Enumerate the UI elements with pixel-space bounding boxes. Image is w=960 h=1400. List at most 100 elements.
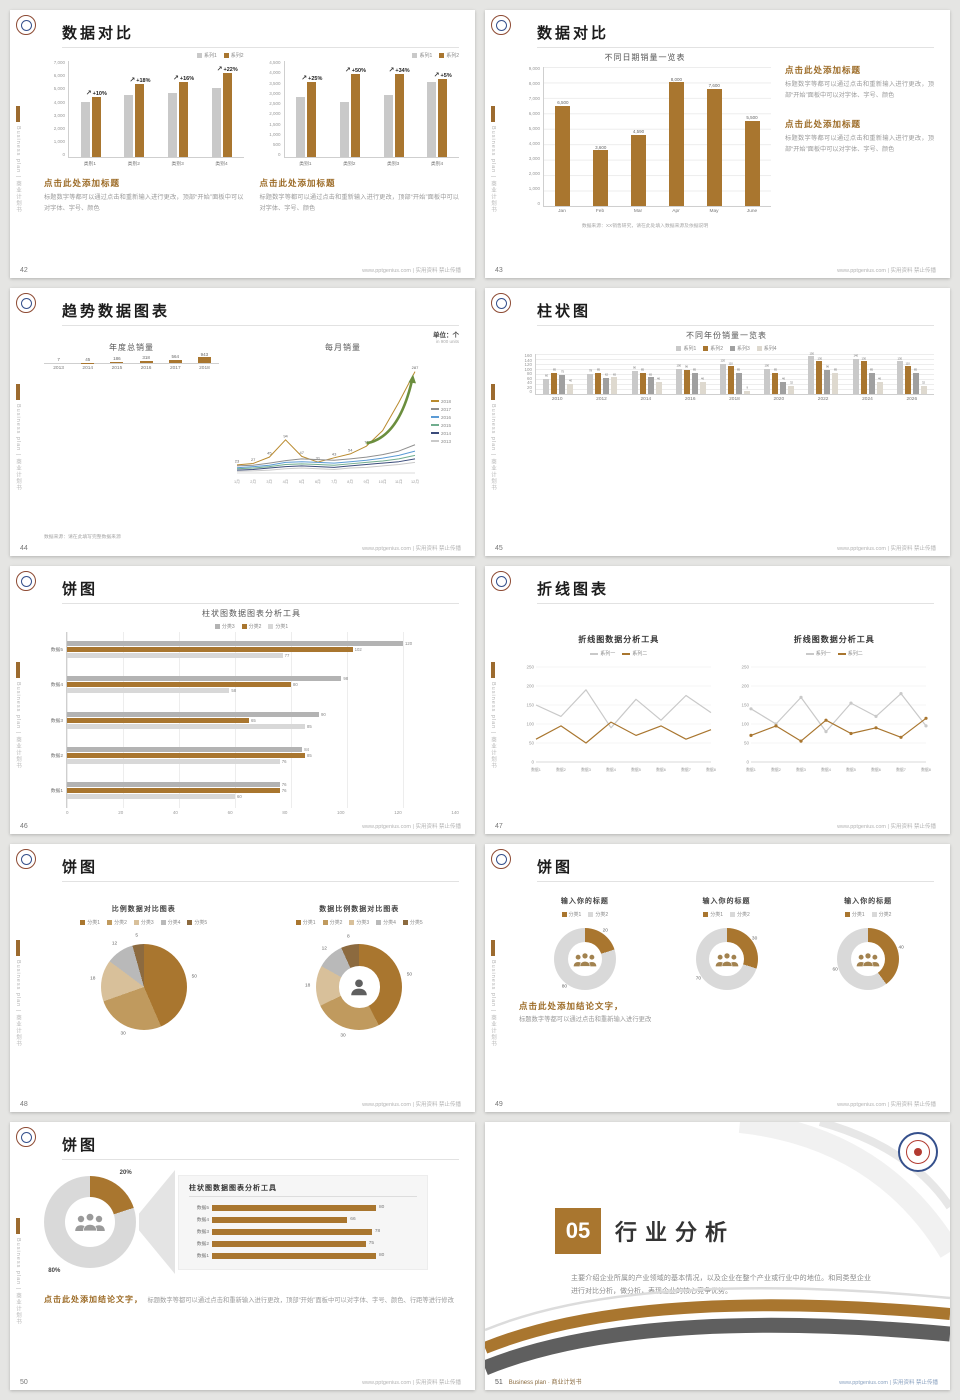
slide-45[interactable]: Business plan | 商业计划书 柱状图 不同年份销量一览表 系列1 系… bbox=[485, 288, 950, 556]
x-tick-label: Apr bbox=[672, 209, 680, 214]
bar bbox=[168, 92, 178, 157]
series-line bbox=[236, 458, 416, 471]
row-labels: 数据5 数据4 数据3 数据2 数据1 bbox=[44, 632, 66, 808]
bar-group: 100 85 46 32 bbox=[757, 354, 801, 394]
chart-legend: 分类1 分类2 bbox=[703, 911, 750, 918]
row-label: 数据2 bbox=[196, 1242, 209, 1247]
x-tick-label: 类别1 bbox=[83, 162, 97, 167]
sidebar-accent-chip bbox=[491, 662, 495, 678]
legend-item: 2015 bbox=[431, 423, 451, 428]
bar bbox=[222, 73, 232, 157]
chart-legend: 系列一 系列二 bbox=[805, 650, 863, 657]
bar-wrap: 85 bbox=[735, 354, 742, 394]
slice-label: 30 bbox=[751, 936, 758, 942]
bar bbox=[639, 372, 646, 394]
bar-row: 数据3 78 bbox=[189, 1226, 417, 1238]
bar bbox=[67, 787, 280, 793]
footer-brand: www.pptgenius.com | 实用资料 禁止传播 bbox=[837, 268, 936, 274]
bar-value-label: 96 bbox=[685, 365, 689, 369]
chart-legend: 系列1 系列2 系列3 系列4 bbox=[519, 345, 934, 352]
bar-wrap: 7,600 bbox=[706, 67, 722, 206]
decorative-swoosh-top bbox=[738, 1122, 950, 1258]
people-group-icon bbox=[856, 952, 880, 967]
slide-47[interactable]: Business plan | 商业计划书 折线图表 折线图数据分析工具 系列一… bbox=[485, 566, 950, 834]
chart-legend: 分类1 分类2 bbox=[561, 911, 608, 918]
row-label: 数据4 bbox=[50, 683, 63, 689]
legend-swatch bbox=[133, 920, 139, 925]
svg-text:27: 27 bbox=[251, 457, 256, 462]
growth-label: ↗ +18% bbox=[129, 77, 150, 84]
legend-item: 分类3 bbox=[349, 919, 369, 926]
data-point bbox=[849, 731, 853, 736]
bar bbox=[743, 391, 750, 394]
bar-value-label: 9 bbox=[746, 386, 748, 390]
x-tick-label: 类别3 bbox=[387, 162, 400, 167]
legend-swatch bbox=[431, 408, 439, 410]
slide-48[interactable]: Business plan | 商业计划书 饼图 比例数据对比图表 分类1 分类2… bbox=[10, 844, 475, 1112]
y-tick-label: 9,000 bbox=[528, 66, 540, 71]
logo-inner-ring bbox=[906, 1140, 930, 1164]
bar-wrap: 5,500 bbox=[744, 67, 760, 206]
chart-title: 年度总销量 bbox=[109, 343, 154, 352]
slide-body: 年度总销量 7 45 186 318 564 943 2013 2014 2015 2016 201… bbox=[44, 330, 459, 540]
up-arrow-icon: ↗ bbox=[173, 75, 179, 83]
svg-text:4月: 4月 bbox=[283, 479, 289, 484]
slice-label: 70 bbox=[695, 976, 702, 982]
series-line bbox=[535, 721, 711, 744]
legend-item: 系列2 bbox=[703, 345, 723, 352]
bar-wrap: 46 bbox=[876, 354, 883, 394]
legend-swatch bbox=[730, 912, 735, 917]
sidebar-accent-chip bbox=[16, 662, 20, 678]
slide-44[interactable]: Business plan | 商业计划书 趋势数据图表 单位：个 in 900… bbox=[10, 288, 475, 556]
donut-chart-host: 20% 80% bbox=[44, 1170, 136, 1274]
bar-wrap: 7 bbox=[52, 357, 66, 363]
bar-chart: 7 45 186 318 564 943 2013 2014 2015 2016 2017 2018 bbox=[44, 352, 219, 374]
slice-label: 30 bbox=[120, 1031, 126, 1037]
chart-legend-host: 分类1 分类2 bbox=[561, 911, 608, 920]
bar bbox=[631, 371, 638, 394]
chart-title: 不同日期销量一览表 bbox=[604, 53, 686, 62]
bar bbox=[691, 372, 698, 394]
slide-51[interactable]: 05 行业分析 主要介绍企业所属的产业领域的基本情况，以及企业在整个产业或行业中… bbox=[485, 1122, 950, 1390]
slide-46[interactable]: Business plan | 商业计划书 饼图 柱状图数据图表分析工具 分类3… bbox=[10, 566, 475, 834]
legend-swatch bbox=[622, 652, 631, 655]
bar bbox=[551, 372, 558, 394]
legend-label: 分类2 bbox=[329, 920, 343, 926]
x-tick-label: Jan bbox=[558, 209, 566, 214]
bar-line: 90 bbox=[67, 711, 459, 717]
legend-swatch bbox=[223, 53, 229, 58]
up-arrow-icon: ↗ bbox=[344, 66, 351, 74]
up-arrow-icon: ↗ bbox=[85, 89, 92, 97]
title-underline bbox=[62, 881, 459, 882]
bar-group: ↗ +25% bbox=[285, 61, 329, 157]
donut-column: 输入你的标题 分类1 分类2 20 80 bbox=[519, 896, 651, 990]
slide-42[interactable]: Business plan | 商业计划书 数据对比 系列1 系列2 7,000 6,… bbox=[10, 10, 475, 278]
bar-value-label: 75 bbox=[560, 370, 564, 374]
bar-wrap bbox=[124, 61, 134, 157]
line-chart-canvas: 250 200 150 100 50 0 数据1 数据2 数据3 数据4 数据5 数据6 数据7 数据8 bbox=[526, 665, 715, 773]
x-tick-label: 80 bbox=[282, 810, 288, 815]
growth-label: ↗ +25% bbox=[301, 75, 322, 82]
bar-group: 45 bbox=[73, 357, 102, 363]
slide-43[interactable]: Business plan | 商业计划书 数据对比 不同日期销量一览表 9,0… bbox=[485, 10, 950, 278]
legend-item: 分类5 bbox=[187, 919, 207, 926]
bar bbox=[67, 676, 342, 682]
bar-value-label: 85 bbox=[737, 367, 741, 371]
bar-wrap: 120 bbox=[719, 354, 726, 394]
bar-wrap: 150 bbox=[808, 352, 815, 394]
legend-swatch bbox=[376, 920, 382, 925]
donut-chart: 30 70 bbox=[695, 928, 758, 990]
legend-label: 2013 bbox=[441, 438, 452, 444]
chart-title: 折线图数据分析工具 bbox=[578, 635, 660, 644]
y-tick-label: 4,000 bbox=[269, 70, 281, 76]
svg-text:6月: 6月 bbox=[315, 479, 321, 484]
slide-49[interactable]: Business plan | 商业计划书 饼图 输入你的标题 分类1 分类2 2… bbox=[485, 844, 950, 1112]
bar-group: 8,000 bbox=[657, 67, 695, 206]
legend-label: 分类1 bbox=[710, 912, 723, 918]
bar-line: 102 bbox=[67, 647, 459, 653]
slide-50[interactable]: Business plan | 商业计划书 饼图 20% 80% 柱状图数据图表分… bbox=[10, 1122, 475, 1390]
donut-chart: 20 80 bbox=[553, 928, 616, 990]
x-axis: 2010 2012 2014 2016 2018 2020 2022 2024 2026 bbox=[535, 395, 934, 405]
monthly-line-column: 每月销量 23 27 45 94 47 31 43 54 76 287 1月 2月 3月 4月 5月 6月 7月… bbox=[227, 342, 459, 531]
legend-swatch bbox=[561, 912, 567, 917]
